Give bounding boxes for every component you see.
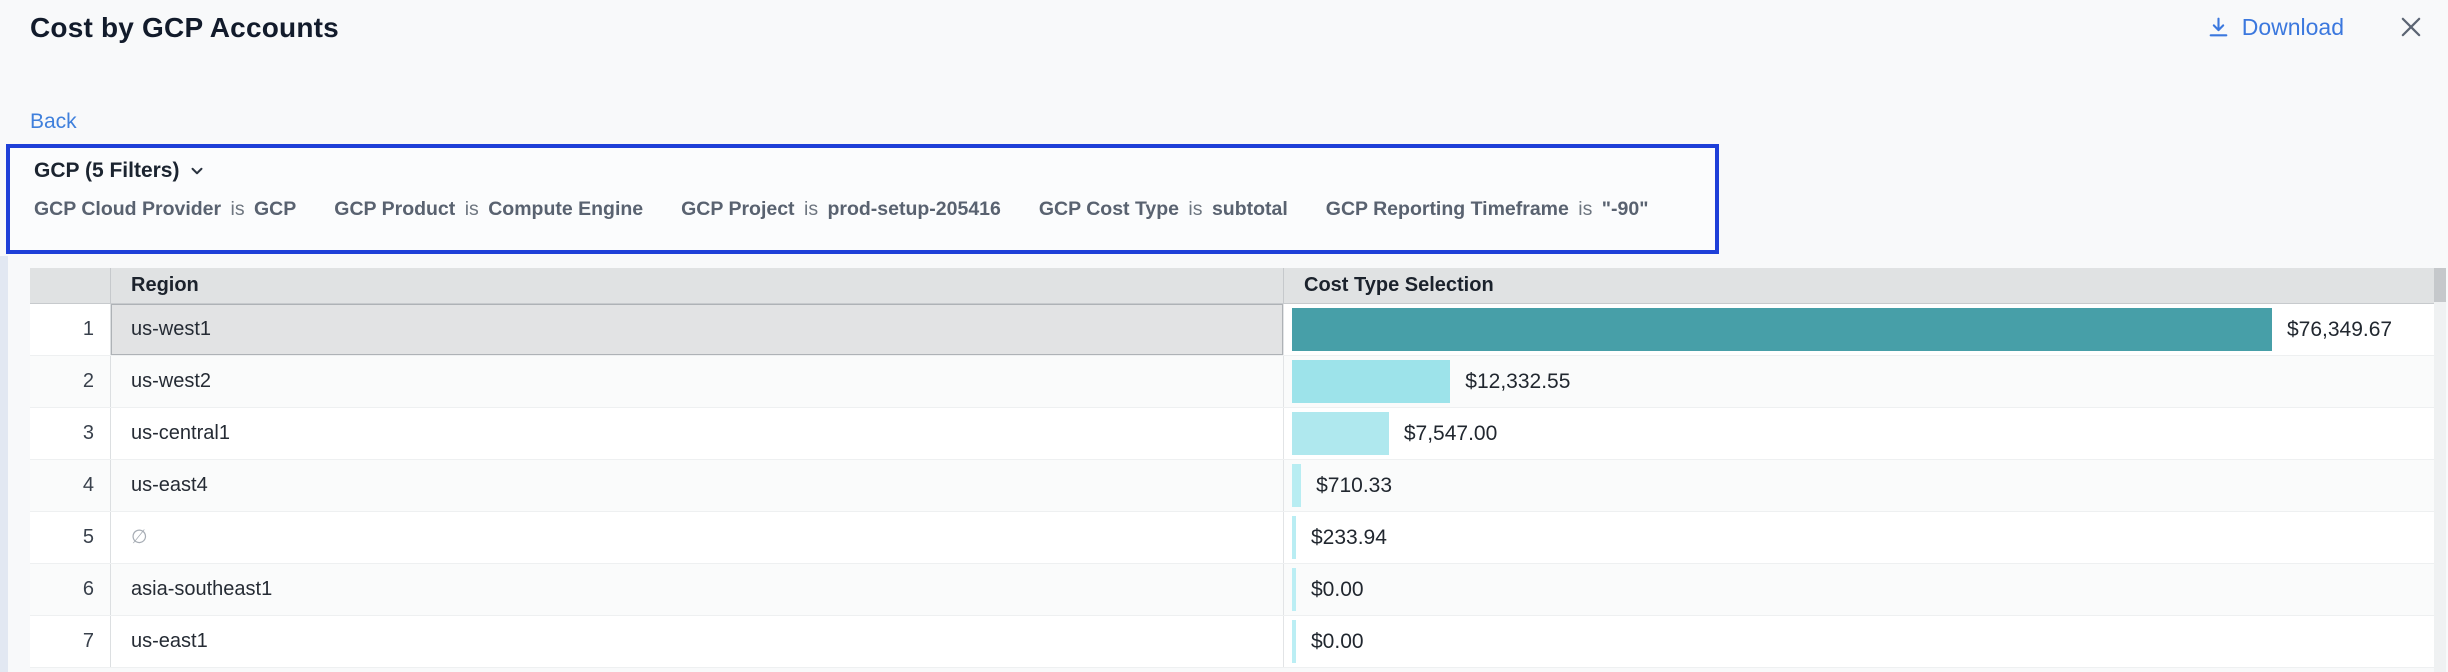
filter-operator: is bbox=[459, 198, 485, 220]
table-row: 1 us-west1 $76,349.67 bbox=[30, 304, 2434, 356]
filter-operator: is bbox=[1572, 198, 1598, 220]
cost-value-label: $233.94 bbox=[1311, 525, 1387, 549]
row-number-cell: 7 bbox=[82, 630, 94, 652]
cost-column-header[interactable]: Cost Type Selection bbox=[1283, 268, 2434, 303]
cost-cell: $7,547.00 bbox=[1283, 408, 2434, 459]
vertical-scrollbar[interactable] bbox=[2434, 268, 2446, 672]
region-cell[interactable]: us-east4 bbox=[110, 460, 1283, 511]
cost-cell: $233.94 bbox=[1283, 512, 2434, 563]
filter-value: subtotal bbox=[1211, 198, 1288, 220]
panel-left-edge bbox=[0, 256, 8, 672]
cost-value-label: $7,547.00 bbox=[1403, 421, 1498, 445]
table-row: 7 us-east1 $0.00 bbox=[30, 616, 2434, 668]
filter-value: GCP bbox=[254, 198, 297, 220]
table-row: 2 us-west2 $12,332.55 bbox=[30, 356, 2434, 408]
cost-cell: $76,349.67 bbox=[1283, 304, 2434, 355]
region-cell[interactable]: us-west2 bbox=[110, 356, 1283, 407]
filter-operator: is bbox=[225, 198, 251, 220]
filter-item[interactable]: GCP Cloud Provider is GCP bbox=[34, 198, 296, 221]
table-header-row: Region Cost Type Selection bbox=[30, 268, 2434, 304]
download-icon bbox=[2206, 15, 2231, 40]
filter-value: prod-setup-205416 bbox=[827, 198, 1001, 220]
filter-item[interactable]: GCP Project is prod-setup-205416 bbox=[681, 198, 1001, 221]
cost-value-label: $0.00 bbox=[1311, 629, 1364, 653]
filter-value: Compute Engine bbox=[488, 198, 644, 220]
cost-bar[interactable] bbox=[1292, 308, 2272, 351]
filter-panel: GCP (5 Filters) GCP Cloud Provider is GC… bbox=[6, 144, 1719, 254]
filter-operator: is bbox=[1183, 198, 1208, 220]
chevron-down-icon bbox=[188, 162, 206, 180]
filter-operator: is bbox=[798, 198, 824, 220]
filter-field: GCP Reporting Timeframe bbox=[1325, 198, 1569, 220]
table-row: 4 us-east4 $710.33 bbox=[30, 460, 2434, 512]
table-row: 5 ∅ $233.94 bbox=[30, 512, 2434, 564]
filter-summary-label: GCP (5 Filters) bbox=[34, 159, 180, 182]
table-row: 6 asia-southeast1 $0.00 bbox=[30, 564, 2434, 616]
filter-item[interactable]: GCP Reporting Timeframe is "-90" bbox=[1326, 198, 1649, 221]
close-button[interactable] bbox=[2396, 12, 2426, 42]
region-column-header[interactable]: Region bbox=[110, 268, 1283, 303]
cost-value-label: $710.33 bbox=[1316, 473, 1393, 497]
cost-cell: $0.00 bbox=[1283, 564, 2434, 615]
page-title: Cost by GCP Accounts bbox=[30, 12, 339, 43]
top-bar: Cost by GCP Accounts Download bbox=[0, 0, 2448, 64]
scrollbar-thumb[interactable] bbox=[2434, 268, 2446, 302]
cost-bar[interactable] bbox=[1292, 516, 1296, 559]
row-number-header bbox=[30, 268, 110, 303]
row-number-cell: 1 bbox=[82, 318, 94, 340]
cost-table: Region Cost Type Selection 1 us-west1 $76,… bbox=[30, 268, 2434, 668]
table-row: 3 us-central1 $7,547.00 bbox=[30, 408, 2434, 460]
filter-item[interactable]: GCP Cost Type is subtotal bbox=[1039, 198, 1288, 221]
filter-list: GCP Cloud Provider is GCP GCP Product is … bbox=[34, 198, 1693, 221]
back-link[interactable]: Back bbox=[30, 110, 77, 133]
filter-field: GCP Product bbox=[334, 198, 456, 220]
region-cell[interactable]: us-central1 bbox=[110, 408, 1283, 459]
cost-bar[interactable] bbox=[1292, 568, 1296, 611]
cost-bar[interactable] bbox=[1292, 464, 1302, 507]
row-number-cell: 6 bbox=[82, 578, 94, 600]
filter-field: GCP Cloud Provider bbox=[34, 198, 222, 220]
download-button[interactable]: Download bbox=[2206, 14, 2344, 41]
row-number-cell: 4 bbox=[82, 474, 94, 496]
cost-cell: $12,332.55 bbox=[1283, 356, 2434, 407]
filter-item[interactable]: GCP Product is Compute Engine bbox=[334, 198, 643, 221]
cost-value-label: $0.00 bbox=[1311, 577, 1364, 601]
cost-cell: $710.33 bbox=[1283, 460, 2434, 511]
region-cell[interactable]: ∅ bbox=[110, 512, 1283, 563]
filter-field: GCP Project bbox=[681, 198, 795, 220]
cost-cell: $0.00 bbox=[1283, 616, 2434, 667]
top-actions: Download bbox=[2206, 12, 2426, 42]
region-cell[interactable]: us-east1 bbox=[110, 616, 1283, 667]
cost-bar[interactable] bbox=[1292, 360, 1451, 403]
region-cell[interactable]: us-west1 bbox=[110, 304, 1283, 355]
filter-field: GCP Cost Type bbox=[1038, 198, 1180, 220]
filter-value: "-90" bbox=[1601, 198, 1649, 220]
table-body: 1 us-west1 $76,349.67 2 us-west2 $12,332.55 3 u… bbox=[30, 304, 2434, 668]
row-number-cell: 2 bbox=[82, 370, 94, 392]
row-number-cell: 3 bbox=[82, 422, 94, 444]
cost-value-label: $76,349.67 bbox=[2287, 317, 2393, 341]
region-cell[interactable]: asia-southeast1 bbox=[110, 564, 1283, 615]
download-label: Download bbox=[2241, 13, 2344, 40]
cost-bar[interactable] bbox=[1292, 412, 1389, 455]
close-icon bbox=[2396, 12, 2426, 42]
row-number-cell: 5 bbox=[82, 526, 94, 548]
cost-bar[interactable] bbox=[1292, 620, 1296, 663]
cost-value-label: $12,332.55 bbox=[1465, 369, 1571, 393]
filter-summary-toggle[interactable]: GCP (5 Filters) bbox=[34, 159, 206, 183]
